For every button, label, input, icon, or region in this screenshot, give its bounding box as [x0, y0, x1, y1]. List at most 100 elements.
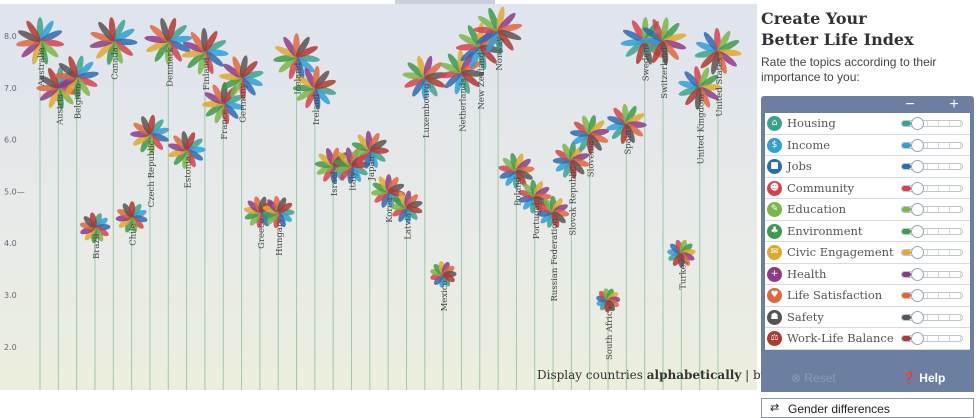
- country-label[interactable]: Slovak Republic: [568, 166, 578, 236]
- country-flower[interactable]: [181, 27, 229, 76]
- country-flower[interactable]: [429, 261, 457, 288]
- country-label[interactable]: Luxembourg: [422, 83, 432, 138]
- country-label[interactable]: Latvia: [403, 213, 413, 240]
- country-label[interactable]: Brazil: [92, 233, 102, 259]
- flower-petal: [106, 41, 115, 65]
- country-flower[interactable]: [537, 195, 570, 229]
- topic-importance-slider[interactable]: [901, 267, 963, 281]
- topic-importance-slider[interactable]: [901, 310, 963, 324]
- slider-handle[interactable]: [911, 160, 924, 173]
- country-flower[interactable]: [606, 103, 647, 145]
- slider-handle[interactable]: [911, 203, 924, 216]
- country-label[interactable]: Israel: [330, 171, 340, 196]
- reset-button[interactable]: ⊗ Reset: [791, 371, 836, 385]
- decrease-all-button[interactable]: −: [905, 96, 915, 113]
- country-label[interactable]: Netherlands: [458, 78, 468, 132]
- country-flower[interactable]: [473, 6, 523, 56]
- help-button[interactable]: ❓ Help: [901, 371, 945, 385]
- country-label[interactable]: Chile: [129, 223, 139, 245]
- increase-all-button[interactable]: +: [949, 96, 959, 113]
- country-label[interactable]: Czech Republic: [147, 140, 157, 207]
- slider-handle[interactable]: [911, 267, 924, 281]
- country-label[interactable]: Poland: [513, 176, 523, 206]
- country-label[interactable]: Norway: [495, 37, 505, 71]
- country-flower[interactable]: [273, 33, 320, 80]
- country-flower[interactable]: [402, 55, 448, 100]
- country-flower[interactable]: [292, 65, 337, 110]
- slider-handle[interactable]: [911, 117, 924, 130]
- country-label[interactable]: Austria: [55, 94, 65, 126]
- slider-handle[interactable]: [911, 332, 924, 345]
- country-flower[interactable]: [16, 17, 65, 65]
- country-flower[interactable]: [202, 82, 245, 125]
- country-flower[interactable]: [498, 152, 535, 189]
- country-label[interactable]: Greece: [257, 218, 267, 249]
- country-flower[interactable]: [694, 27, 742, 76]
- country-flower[interactable]: [144, 17, 193, 66]
- topic-importance-slider[interactable]: [901, 181, 963, 195]
- country-label[interactable]: Australia: [37, 47, 47, 87]
- country-label[interactable]: Belgium: [74, 83, 84, 119]
- country-label[interactable]: Hungary: [275, 218, 285, 256]
- country-flower[interactable]: [390, 190, 423, 224]
- country-label[interactable]: Slovenia: [587, 140, 597, 177]
- sort-alphabetically-link[interactable]: alphabetically: [646, 368, 742, 382]
- country-flower[interactable]: [439, 49, 485, 95]
- country-label[interactable]: Switzerland: [660, 47, 670, 99]
- country-flower[interactable]: [678, 66, 722, 110]
- topic-importance-slider[interactable]: [901, 332, 963, 345]
- country-flower[interactable]: [552, 141, 591, 179]
- country-label[interactable]: Sweden: [642, 47, 652, 82]
- country-flower[interactable]: [371, 174, 406, 209]
- country-flower[interactable]: [569, 114, 610, 155]
- country-flower[interactable]: [219, 55, 264, 100]
- country-label[interactable]: Ireland: [312, 93, 322, 125]
- country-label[interactable]: Spain: [623, 130, 633, 155]
- country-label[interactable]: Turkey: [678, 259, 688, 289]
- country-label[interactable]: Canada: [110, 47, 120, 80]
- country-label[interactable]: South Africa: [605, 306, 615, 360]
- slider-handle[interactable]: [911, 181, 924, 195]
- topic-importance-slider[interactable]: [901, 138, 963, 152]
- country-label[interactable]: Germany: [239, 83, 249, 122]
- slider-handle[interactable]: [911, 310, 924, 324]
- topic-importance-slider[interactable]: [901, 160, 963, 173]
- gender-differences-toggle[interactable]: ⇄ Gender differences: [761, 398, 974, 418]
- country-label[interactable]: United Kingdom: [697, 94, 707, 165]
- country-flower[interactable]: [130, 114, 170, 155]
- country-label[interactable]: Estonia: [184, 156, 194, 188]
- country-label[interactable]: Mexico: [440, 280, 450, 311]
- country-flower[interactable]: [350, 130, 389, 170]
- slider-handle[interactable]: [911, 224, 924, 238]
- flower-petal: [32, 41, 42, 65]
- country-flower[interactable]: [167, 131, 206, 170]
- country-label[interactable]: Iceland: [294, 62, 304, 94]
- country-flower[interactable]: [638, 17, 687, 66]
- country-label[interactable]: Portugal: [532, 202, 542, 239]
- flower-petal: [90, 32, 114, 43]
- country-label[interactable]: New Zealand: [477, 52, 487, 110]
- topic-importance-slider[interactable]: [901, 224, 963, 238]
- country-label[interactable]: United States: [715, 58, 725, 117]
- country-flower[interactable]: [667, 239, 696, 268]
- slider-handle[interactable]: [911, 246, 924, 259]
- country-label[interactable]: Japan: [367, 155, 377, 181]
- topic-importance-slider[interactable]: [901, 117, 963, 130]
- topic-importance-slider[interactable]: [901, 289, 963, 302]
- slider-handle[interactable]: [911, 138, 924, 152]
- country-flower[interactable]: [262, 195, 295, 229]
- country-flower[interactable]: [115, 201, 148, 233]
- slider-handle[interactable]: [911, 289, 924, 302]
- country-flower[interactable]: [79, 212, 111, 244]
- country-flower[interactable]: [89, 17, 138, 66]
- country-flower[interactable]: [595, 288, 621, 313]
- country-flower[interactable]: [54, 55, 99, 100]
- country-label[interactable]: Korea: [385, 197, 395, 222]
- country-label[interactable]: Denmark: [165, 46, 175, 87]
- country-label[interactable]: Finland: [202, 57, 212, 90]
- country-label[interactable]: Russian Federation: [550, 218, 560, 302]
- country-label[interactable]: France: [220, 109, 230, 139]
- country-label[interactable]: Italy: [349, 171, 359, 191]
- topic-importance-slider[interactable]: [901, 246, 963, 259]
- topic-importance-slider[interactable]: [901, 203, 963, 216]
